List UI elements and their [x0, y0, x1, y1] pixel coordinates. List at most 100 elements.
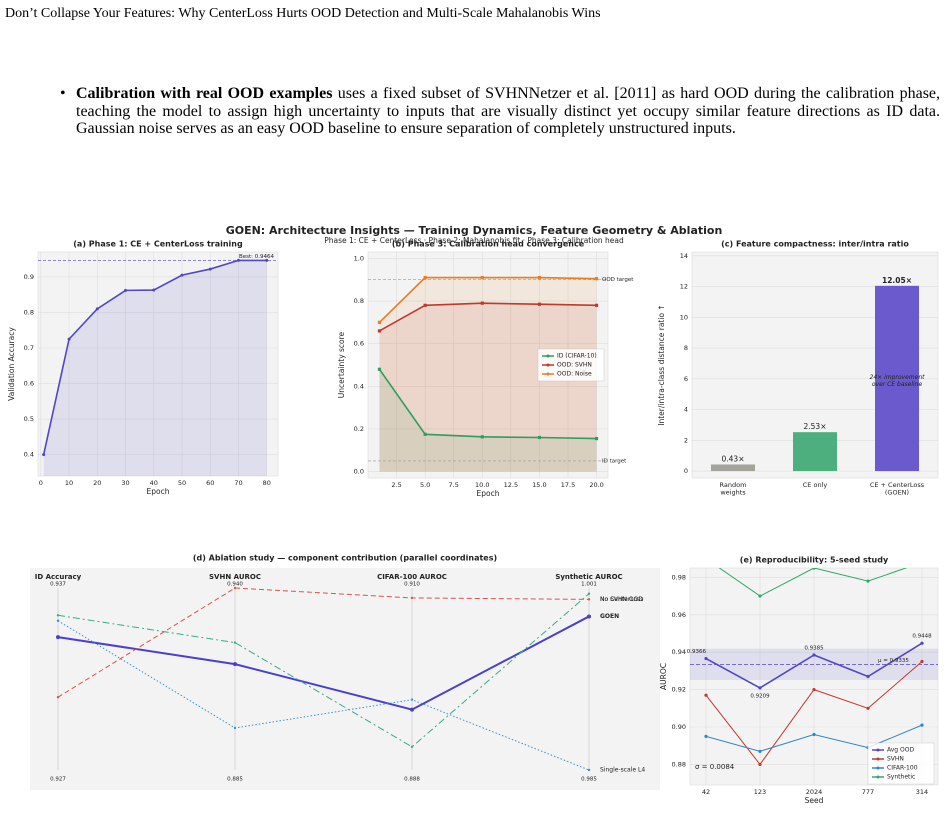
y-tick-label: 0.92	[672, 686, 686, 694]
point	[423, 303, 427, 307]
x-tick-label: 20.0	[589, 481, 603, 489]
point	[758, 594, 762, 598]
point	[423, 275, 427, 280]
series-line	[57, 615, 590, 711]
point	[920, 561, 923, 564]
y-tick-label: 0.2	[354, 425, 364, 433]
point	[812, 732, 816, 737]
x-axis-label: Epoch	[477, 489, 500, 498]
x-tick-label: Random weights	[720, 481, 747, 496]
point	[377, 320, 382, 324]
point	[812, 687, 816, 692]
best-label: Best: 0.9464	[239, 254, 275, 260]
point	[208, 267, 212, 271]
value-label: 0.43×	[722, 454, 745, 463]
x-tick-label: 7.5	[449, 481, 459, 489]
point	[56, 635, 60, 640]
legend-label: OOD: Noise	[557, 371, 592, 378]
axis-tick-label: 0.885	[227, 777, 243, 783]
std-label: σ = 0.0084	[695, 763, 735, 771]
legend-marker	[546, 354, 550, 358]
legend-label: Synthetic	[887, 774, 915, 781]
point	[758, 686, 762, 690]
point	[56, 696, 60, 699]
y-tick-label: 10	[680, 313, 688, 321]
point	[67, 337, 71, 341]
y-axis-label: Uncertainty score	[337, 331, 346, 398]
value-label: 0.9385	[804, 645, 824, 651]
point	[920, 659, 924, 664]
bullet-body: Calibration with real OOD examples uses …	[76, 85, 940, 138]
panel-title: (a) Phase 1: CE + CenterLoss training	[73, 240, 243, 249]
y-axis-label: AUROC	[659, 663, 668, 690]
axis-tick-label: 0.940	[227, 582, 243, 588]
axis-name: ID Accuracy	[35, 573, 82, 581]
bar	[875, 285, 919, 472]
point	[587, 614, 591, 619]
x-tick-label: 60	[206, 479, 214, 487]
y-tick-label: 12	[680, 283, 688, 291]
point	[56, 614, 60, 617]
point	[180, 273, 184, 277]
point	[233, 586, 237, 590]
x-tick-label: 80	[263, 479, 271, 487]
point	[265, 258, 269, 262]
axis-name: Synthetic AUROC	[555, 573, 622, 581]
point	[704, 557, 707, 560]
point	[236, 258, 240, 262]
axis-name: CIFAR-100 AUROC	[377, 573, 447, 581]
y-tick-label: 0.8	[24, 308, 34, 316]
series-area	[379, 369, 597, 472]
x-tick-label: 42	[702, 788, 710, 796]
point	[920, 723, 924, 727]
point	[587, 598, 591, 601]
x-tick-label: 50	[178, 479, 186, 487]
point	[812, 568, 816, 570]
legend-marker	[876, 757, 880, 761]
point	[410, 698, 414, 701]
y-tick-label: 0.6	[24, 380, 34, 388]
panel-title: (d) Ablation study — component contribut…	[193, 554, 497, 563]
y-tick-label: 0.0	[354, 468, 364, 476]
y-tick-label: 0.96	[672, 611, 686, 619]
point	[537, 435, 542, 440]
legend-marker	[876, 766, 880, 770]
y-tick-label: 0.4	[24, 451, 34, 459]
x-tick-label: 20	[93, 479, 101, 487]
y-tick-label: 14	[680, 252, 688, 260]
x-axis-label: Seed	[805, 796, 824, 805]
series-area	[379, 303, 597, 472]
panel-title: (c) Feature compactness: inter/intra rat…	[721, 240, 909, 249]
point	[56, 619, 60, 622]
point	[152, 288, 156, 292]
panel-title: (b) Phase 3: Calibration head convergenc…	[392, 240, 585, 249]
x-tick-label: CE + CenterLoss (GOEN)	[870, 481, 925, 496]
x-tick-label: 30	[121, 479, 129, 487]
x-tick-label: CE only	[803, 481, 828, 489]
point	[587, 592, 591, 595]
bullet-dot: •	[60, 85, 66, 102]
point	[920, 641, 924, 645]
plot-area	[30, 568, 660, 790]
series-label: No SVHN OOD	[600, 596, 643, 603]
point	[233, 641, 237, 644]
axis-name: SVHN AUROC	[209, 573, 261, 581]
axis-tick-label: 0.937	[50, 582, 66, 588]
legend-marker	[876, 748, 880, 752]
x-tick-label: 123	[754, 788, 766, 796]
figure-title: GOEN: Architecture Insights — Training D…	[226, 224, 723, 237]
legend-label: ID (CIFAR-10)	[557, 353, 597, 360]
x-axis-label: Epoch	[147, 487, 170, 496]
point	[537, 275, 542, 280]
y-tick-label: 8	[684, 344, 688, 352]
y-tick-label: 2	[684, 436, 688, 444]
value-label: 0.9366	[687, 649, 707, 655]
series-line	[57, 587, 590, 698]
point	[480, 301, 484, 305]
legend-label: SVHN	[887, 756, 904, 763]
mean-label: μ = 0.9335	[878, 658, 909, 664]
series-line	[57, 593, 590, 748]
figure-subtitle: Phase 1: CE + CenterLoss · Phase 2: Maha…	[324, 236, 624, 245]
point	[410, 745, 414, 749]
